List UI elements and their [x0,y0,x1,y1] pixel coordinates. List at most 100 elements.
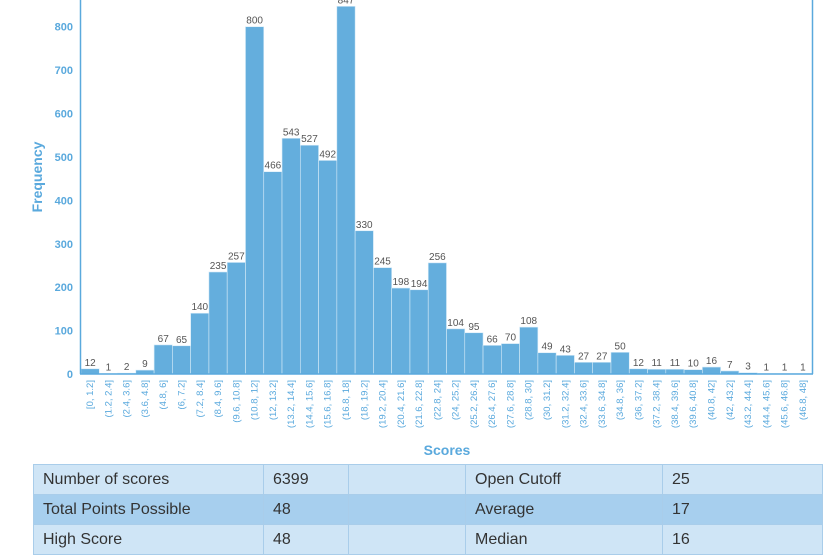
bar [337,6,355,374]
bar-value-label: 140 [191,302,208,313]
bar [447,329,465,374]
x-tick-label: (30, 31.2] [542,380,553,420]
bar-value-label: 847 [338,0,355,6]
x-tick-label: (9.6, 10.8] [231,380,242,423]
stat-value-number-of-scores: 6399 [264,465,349,495]
bar [392,288,410,374]
x-tick-label: (43.2, 44.4] [743,380,754,428]
bar-value-label: 257 [228,251,245,262]
bar [465,333,483,374]
x-tick-label: (20.4, 21.6] [396,380,407,428]
x-tick-label: (18, 19.2] [359,380,370,420]
bar [574,362,592,374]
bar-value-label: 12 [633,358,645,369]
x-axis-title: Scores [424,442,471,458]
bar [227,262,245,374]
y-tick-label: 700 [55,65,73,77]
bar-value-label: 1 [764,363,770,374]
x-tick-label: (2.4, 3.6] [122,380,133,418]
x-tick-label: (33.6, 34.8] [597,380,608,428]
x-tick-label: (15.6, 16.8] [323,380,334,428]
y-tick-label: 500 [55,152,73,164]
bar [501,344,519,374]
stats-spacer-cell [349,465,466,495]
bar-value-label: 466 [265,161,282,172]
bar-value-label: 1 [800,363,806,374]
bar-value-label: 108 [520,316,537,327]
bar [483,345,501,374]
x-tick-label: (14.4, 15.6] [304,380,315,428]
bar-value-label: 67 [158,334,170,345]
x-tick-label: (36, 37.2] [633,380,644,420]
x-tick-label: [0, 1.2] [85,380,96,409]
x-tick-label: (7.2, 8.4] [195,380,206,418]
x-tick-label: (31.2, 32.4] [560,380,571,428]
bar [373,268,391,374]
bar-value-label: 65 [176,335,188,346]
bar-value-label: 330 [356,220,373,231]
x-axis-ticks: [0, 1.2] (1.2, 2.4] (2.4, 3.6] (3.6, 4.8] (4… [85,380,809,428]
stats-spacer-cell [349,495,466,525]
x-tick-label: (4.8, 6] [158,380,169,410]
bar-value-label: 1 [782,363,788,374]
bar [428,263,446,374]
stat-value-average: 17 [663,495,823,525]
bar [154,345,172,374]
x-tick-label: (42, 43.2] [725,380,736,420]
bar [629,369,647,374]
x-tick-label: (32.4, 33.6] [579,380,590,428]
y-axis-title: Frequency [29,141,45,212]
x-tick-label: (1.2, 2.4] [103,380,114,418]
x-tick-label: (40.8, 42] [706,380,717,420]
stat-label-number-of-scores: Number of scores [34,465,264,495]
y-tick-label: 400 [55,195,73,207]
bar-value-label: 7 [727,360,733,371]
y-tick-label: 300 [55,239,73,251]
bar [209,272,227,374]
bar [520,327,538,374]
y-tick-label: 200 [55,282,73,294]
x-tick-label: (24, 25.2] [451,380,462,420]
bar-value-label: 194 [411,279,428,290]
x-tick-label: (3.6, 4.8] [140,380,151,418]
stat-label-open-cutoff: Open Cutoff [466,465,663,495]
x-tick-label: (21.6, 22.8] [414,380,425,428]
bar-value-label: 11 [651,358,662,369]
bar-value-label: 10 [688,359,700,370]
y-tick-label: 800 [55,22,73,34]
x-tick-label: (39.6, 40.8] [688,380,699,428]
stat-value-open-cutoff: 25 [663,465,823,495]
bar-value-label: 198 [392,277,409,288]
bar-value-label: 16 [706,356,718,367]
bar [538,353,556,374]
x-tick-label: (16.8, 18] [341,380,352,420]
bar-value-label: 43 [560,344,572,355]
x-tick-label: (37.2, 38.4] [652,380,663,428]
y-tick-label: 100 [55,326,73,338]
bar-value-label: 9 [142,359,148,370]
x-tick-label: (6, 7.2] [177,380,188,410]
bar [172,346,190,374]
bar-value-label: 256 [429,252,446,263]
x-tick-label: (12, 13.2] [268,380,279,420]
score-stats-table: Number of scores 6399 Open Cutoff 25 Tot… [33,464,823,555]
stat-label-total-points: Total Points Possible [34,495,264,525]
bar [355,231,373,374]
bar-value-label: 27 [596,351,608,362]
x-tick-label: (26.4, 27.6] [487,380,498,428]
x-tick-label: (38.4, 39.6] [670,380,681,428]
bar-value-label: 245 [374,257,391,268]
x-tick-label: (19.2, 20.4] [378,380,389,428]
bar-value-label: 95 [468,322,480,333]
bar-value-label: 2 [124,362,130,373]
bar-value-label: 543 [283,127,300,138]
bar [319,160,337,374]
bar-value-label: 66 [487,334,499,345]
x-tick-label: (13.2, 14.4] [286,380,297,428]
bar-value-label: 12 [85,358,97,369]
x-tick-label: (34.8, 36] [615,380,626,420]
y-tick-label: 600 [55,109,73,121]
bar-value-label: 1 [106,363,112,374]
